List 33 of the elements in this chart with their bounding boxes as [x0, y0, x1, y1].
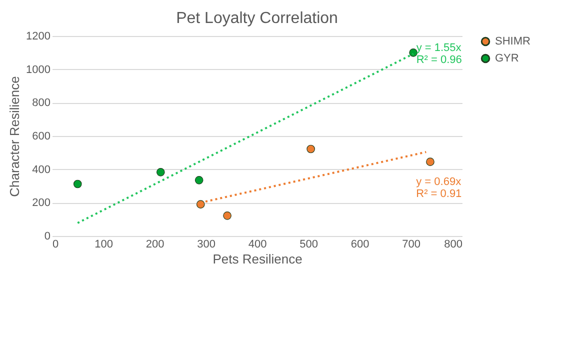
point — [73, 180, 82, 188]
y-tick-label: 800 — [32, 97, 50, 110]
annotation: R² = 0.91 — [416, 188, 462, 200]
legend-label: SHIMR — [495, 36, 530, 48]
point — [196, 200, 205, 208]
y-tick-label: 400 — [32, 164, 50, 176]
chart-title: Pet Loyalty Correlation — [176, 10, 338, 27]
y-tick-label: 200 — [32, 197, 50, 210]
y-tick-label: 1200 — [26, 30, 50, 42]
legend-label: GYR — [495, 52, 519, 64]
x-tick-label: 300 — [197, 238, 216, 250]
x-tick-label: 0 — [52, 238, 59, 250]
x-tick-label: 400 — [248, 238, 267, 250]
y-tick-label: 600 — [32, 130, 50, 142]
point — [409, 48, 418, 57]
x-tick-label: 800 — [444, 238, 462, 250]
annotation: y = 1.55x — [416, 42, 462, 54]
x-tick-label: 100 — [94, 238, 113, 250]
x-tick-label: 600 — [350, 238, 370, 250]
point — [426, 158, 434, 166]
point — [306, 144, 315, 154]
x-tick-label: 500 — [300, 238, 318, 250]
x-axis-title: Pets Resilience — [212, 252, 302, 266]
y-tick-label: 1000 — [26, 64, 50, 76]
annotation: R² = 0.96 — [416, 54, 462, 66]
y-tick-label: 0 — [44, 230, 50, 242]
point — [156, 168, 165, 176]
point — [223, 212, 232, 220]
annotation: y = 0.69x — [416, 176, 462, 188]
x-tick-label: 200 — [146, 238, 164, 250]
point — [194, 176, 204, 184]
y-axis-title: Character Resilience — [7, 76, 22, 197]
x-tick-label: 700 — [402, 238, 420, 250]
